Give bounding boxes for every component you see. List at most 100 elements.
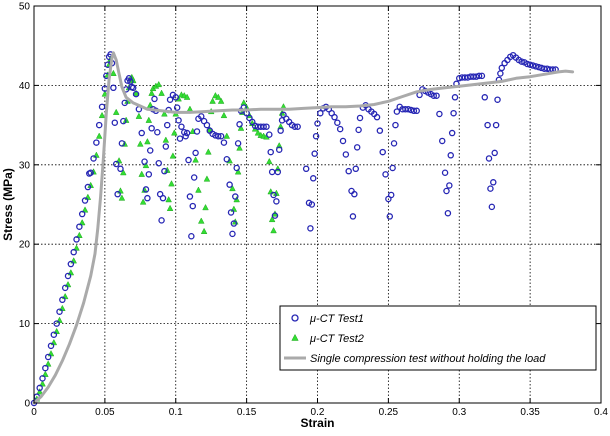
data-point-circle: [270, 191, 277, 199]
data-point-circle: [275, 146, 283, 153]
data-point-triangle: [277, 122, 284, 130]
data-point-circle: [163, 121, 171, 129]
data-point-circle: [433, 92, 440, 99]
data-point-circle: [203, 121, 211, 129]
data-point-triangle: [192, 156, 199, 163]
data-point-circle: [56, 308, 63, 315]
data-point-circle: [59, 296, 66, 304]
data-point-circle: [50, 331, 58, 338]
data-point-triangle: [73, 244, 80, 251]
data-point-triangle: [266, 157, 273, 165]
data-point-circle: [494, 96, 501, 103]
data-point-circle: [64, 272, 72, 280]
data-point-triangle: [132, 89, 140, 96]
data-point-circle: [67, 260, 75, 268]
data-point-circle: [61, 284, 69, 292]
y-tick-label: 50: [19, 2, 31, 13]
data-point-triangle: [137, 140, 144, 147]
data-point-circle: [84, 183, 92, 191]
data-point-circle: [487, 185, 494, 192]
data-point-triangle: [200, 227, 208, 234]
data-point-circle: [446, 182, 453, 189]
x-tick-label: 0.4: [594, 407, 608, 418]
data-point-circle: [351, 190, 358, 198]
y-tick-label: 10: [19, 319, 31, 330]
data-point-circle: [475, 72, 483, 80]
data-point-circle: [535, 63, 542, 71]
data-point-circle: [308, 201, 316, 208]
data-point-circle: [389, 164, 396, 172]
data-point-circle: [78, 210, 86, 218]
data-point-circle: [229, 230, 236, 238]
data-point-triangle: [98, 111, 106, 119]
data-point-triangle: [162, 136, 170, 143]
data-point-circle: [392, 121, 399, 129]
data-point-circle: [190, 174, 198, 181]
data-point-circle: [236, 121, 243, 128]
data-point-triangle: [237, 124, 245, 131]
data-point-circle: [263, 123, 270, 130]
data-point-circle: [444, 209, 452, 217]
data-point-triangle: [165, 196, 172, 203]
data-point-triangle: [223, 132, 231, 139]
data-point-circle: [267, 148, 274, 156]
data-point-circle: [70, 248, 77, 256]
y-tick-label: 30: [19, 160, 31, 171]
data-point-triangle: [168, 180, 175, 187]
data-point-circle: [129, 84, 137, 92]
data-point-circle: [277, 127, 284, 134]
data-point-circle: [127, 78, 134, 85]
data-point-circle: [438, 137, 446, 145]
data-point-circle: [227, 209, 235, 216]
data-point-circle: [73, 236, 80, 243]
data-point-circle: [441, 169, 449, 176]
data-point-circle: [443, 187, 450, 195]
data-point-circle: [120, 117, 127, 125]
data-point-circle: [490, 179, 497, 186]
series-line-path: [32, 51, 575, 405]
data-point-circle: [524, 60, 531, 68]
legend: μ-CT Test1 μ-CT Test2 Single compression t…: [279, 305, 597, 371]
data-point-triangle: [206, 126, 214, 133]
data-point-circle: [76, 223, 83, 230]
data-point-triangle: [145, 116, 153, 123]
data-point-circle: [178, 123, 185, 130]
legend-label: μ-CT Test2: [309, 333, 364, 345]
data-point-circle: [492, 121, 500, 129]
data-point-triangle: [146, 101, 154, 108]
data-point-circle: [192, 149, 199, 157]
data-point-triangle: [139, 198, 147, 205]
x-tick-label: 0.15: [237, 407, 257, 418]
data-point-triangle: [158, 89, 165, 96]
data-point-triangle: [138, 170, 146, 177]
data-point-circle: [373, 113, 381, 121]
data-point-circle: [87, 169, 94, 176]
data-point-circle: [159, 194, 167, 202]
data-point-triangle: [270, 226, 277, 234]
data-point-circle: [273, 198, 280, 205]
x-tick-label: 0.3: [452, 407, 466, 418]
x-tick-label: 0.05: [95, 407, 115, 418]
legend-marker-triangle: [291, 333, 299, 341]
data-point-circle: [138, 129, 145, 137]
data-point-circle: [223, 155, 231, 163]
data-point-triangle: [120, 169, 127, 176]
data-point-triangle: [205, 148, 212, 155]
data-point-triangle: [161, 110, 168, 117]
legend-marker-circle: [291, 314, 299, 322]
data-point-triangle: [36, 388, 43, 395]
data-point-triangle: [95, 132, 103, 139]
y-tick-label: 40: [19, 81, 31, 92]
x-axis-title: Strain: [300, 416, 334, 430]
data-point-triangle: [142, 161, 150, 169]
x-tick-label: 0.1: [169, 407, 183, 418]
data-point-circle: [393, 108, 401, 115]
data-point-circle: [39, 375, 46, 382]
data-point-circle: [189, 202, 197, 210]
data-point-triangle: [135, 112, 143, 119]
data-point-circle: [47, 342, 55, 350]
data-point-triangle: [78, 219, 86, 226]
data-point-circle: [379, 148, 386, 156]
series-line: [32, 51, 575, 405]
data-point-circle: [352, 165, 360, 173]
